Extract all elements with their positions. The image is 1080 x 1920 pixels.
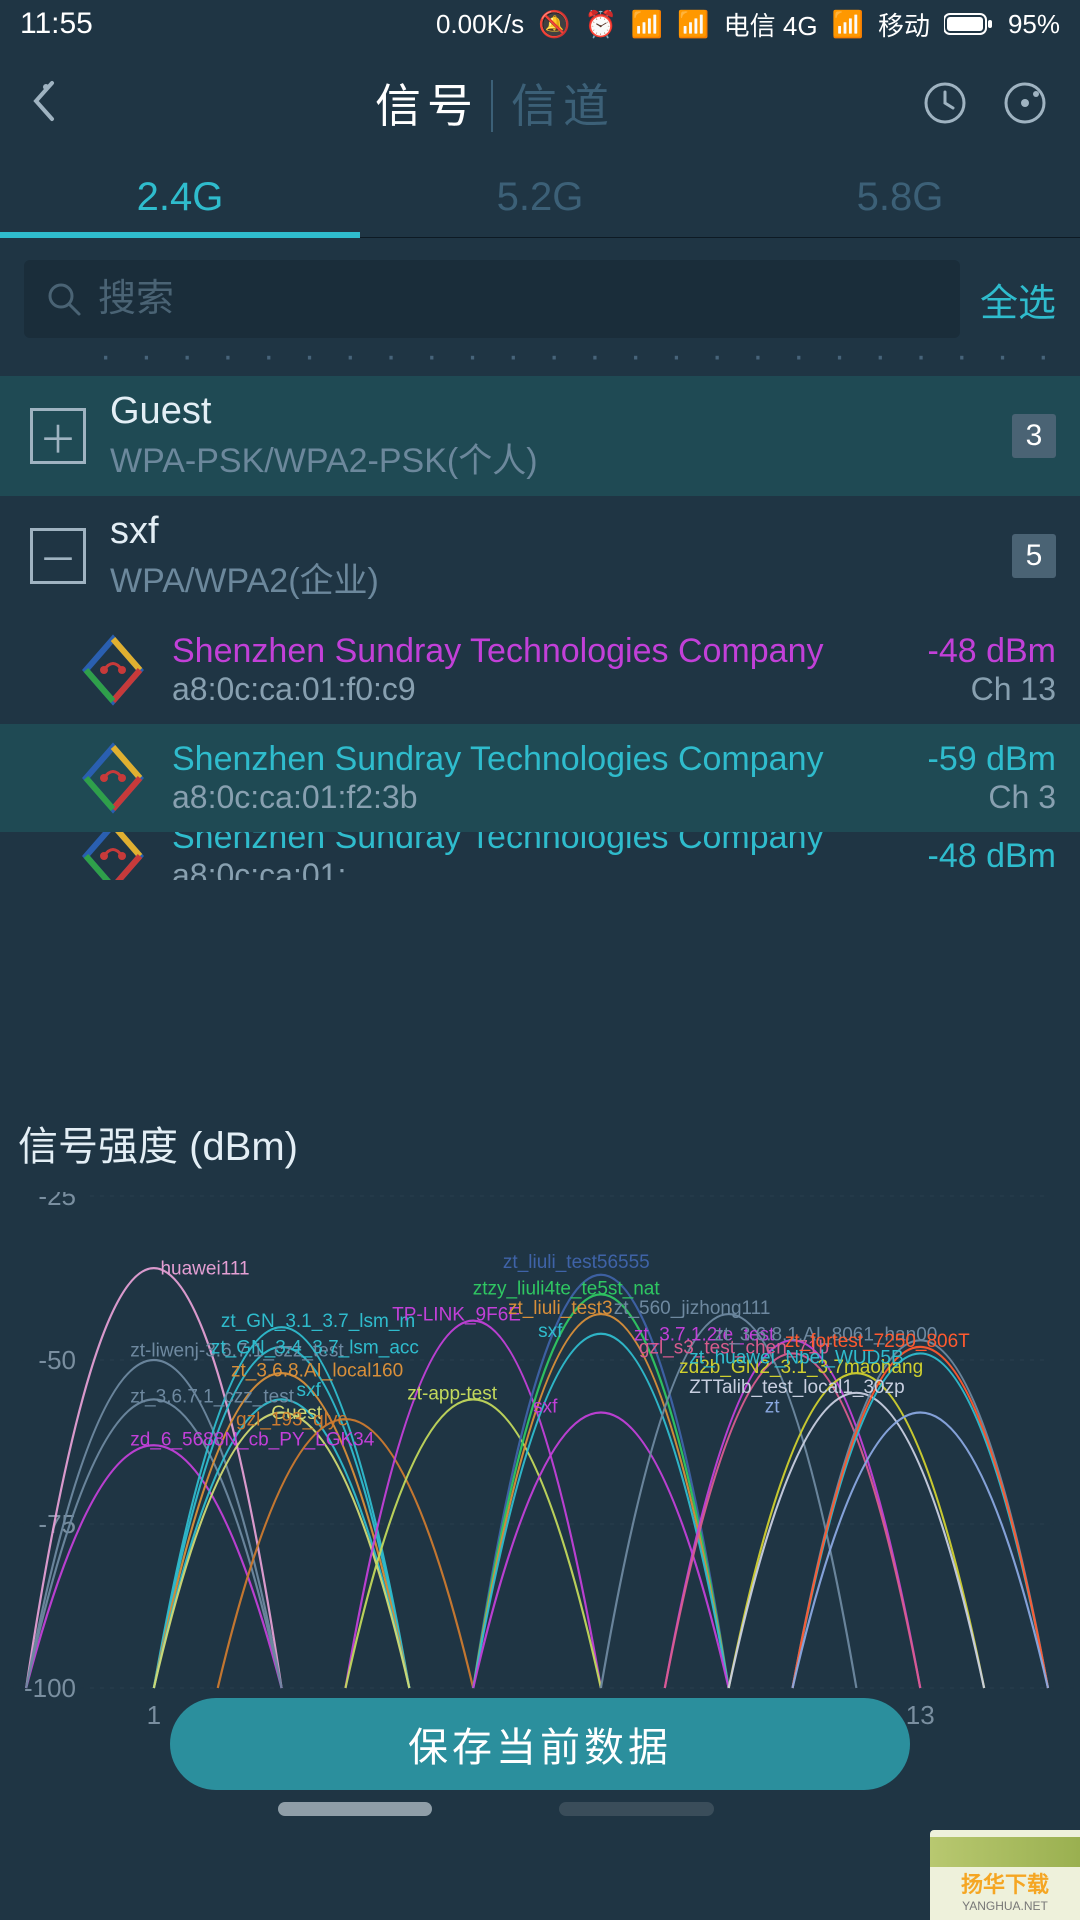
svg-text:-50: -50 — [38, 1345, 76, 1375]
status-time: 11:55 — [20, 7, 93, 41]
svg-text:zt: zt — [765, 1396, 781, 1417]
tab-2-4g[interactable]: 2.4G — [0, 158, 360, 237]
status-bar: 11:55 0.00K/s 🔕 ⏰ 📶 📶 电信 4G 📶 移动 95% — [0, 0, 1080, 48]
ap-name: Shenzhen Sundray Technologies Company — [172, 832, 906, 857]
channel-slider[interactable] — [123, 1802, 1032, 1816]
group-count-badge: 3 — [1012, 414, 1056, 458]
svg-text:sxf: sxf — [296, 1380, 321, 1401]
ap-signal: -48 dBm — [928, 632, 1057, 671]
expand-icon[interactable]: ＋ — [30, 408, 86, 464]
wifi-icon: 📶 — [631, 9, 663, 40]
svg-text:ztzy_liuli4te_te5st_nat: ztzy_liuli4te_te5st_nat — [473, 1278, 661, 1299]
header: 信号信道 — [0, 48, 1080, 158]
signal-chart[interactable]: -25-50-75-10012345678910111213huawei111z… — [18, 1192, 1062, 1782]
signal-icon-2: 📶 — [832, 9, 864, 40]
ap-row[interactable]: Shenzhen Sundray Technologies Company a8… — [0, 724, 1080, 832]
carrier-2: 移动 — [878, 6, 930, 43]
group-count-badge: 5 — [1012, 534, 1056, 578]
svg-text:-100: -100 — [24, 1673, 76, 1703]
group-row-guest[interactable]: ＋ Guest WPA-PSK/WPA2-PSK(个人) 3 — [0, 376, 1080, 496]
battery-icon — [944, 12, 994, 36]
svg-text:sxf: sxf — [533, 1396, 558, 1417]
group-name: Guest — [110, 390, 988, 433]
svg-text:zt-app-test: zt-app-test — [407, 1383, 497, 1404]
svg-text:zt_3.6.7.1_czz_test: zt_3.6.7.1_czz_test — [130, 1387, 294, 1408]
svg-text:huawei111: huawei111 — [160, 1259, 249, 1280]
battery-pct: 95% — [1008, 9, 1060, 40]
vendor-icon — [76, 741, 150, 815]
search-icon — [46, 281, 82, 317]
group-row-sxf[interactable]: － sxf WPA/WPA2(企业) 5 — [0, 496, 1080, 616]
ap-mac: a8:0c:ca:01:f2:3b — [172, 779, 906, 816]
group-security: WPA/WPA2(企业) — [110, 553, 988, 602]
ap-mac: a8:0c:ca:01:... — [172, 857, 906, 880]
svg-text:ZTTalib_test_local1_30zp: ZTTalib_test_local1_30zp — [689, 1377, 904, 1398]
svg-text:TP-LINK_9F6E: TP-LINK_9F6E — [392, 1305, 521, 1326]
partial-row: · · · · · · · · · · · · · · · · · · · · … — [0, 354, 1080, 376]
ap-channel: Ch 13 — [928, 671, 1057, 708]
history-icon[interactable] — [920, 78, 970, 128]
svg-text:13: 13 — [906, 1700, 935, 1730]
page-title: 信号 — [375, 80, 479, 132]
slider-handle-2[interactable] — [559, 1802, 714, 1816]
carrier-1: 电信 4G — [724, 6, 818, 43]
mute-icon: 🔕 — [538, 9, 570, 40]
settings-icon[interactable] — [1000, 78, 1050, 128]
svg-text:zt_liuli_test3: zt_liuli_test3 — [508, 1298, 613, 1319]
vendor-icon — [76, 633, 150, 707]
network-list[interactable]: · · · · · · · · · · · · · · · · · · · · … — [0, 354, 1080, 1084]
collapse-icon[interactable]: － — [30, 528, 86, 584]
status-speed: 0.00K/s — [436, 9, 524, 40]
group-security: WPA-PSK/WPA2-PSK(个人) — [110, 433, 988, 482]
ap-signal: -59 dBm — [928, 740, 1057, 779]
svg-text:zt_3.6.8.AI_local160: zt_3.6.8.AI_local160 — [231, 1360, 403, 1381]
svg-text:sxf: sxf — [538, 1321, 563, 1342]
tab-5-2g[interactable]: 5.2G — [360, 158, 720, 237]
svg-text:zt_fortest_7250_806T: zt_fortest_7250_806T — [785, 1331, 970, 1352]
ap-channel: Ch 3 — [928, 779, 1057, 816]
group-name: sxf — [110, 510, 988, 553]
vendor-icon — [76, 832, 150, 880]
save-button[interactable]: 保存当前数据 — [170, 1698, 910, 1790]
svg-text:zt_liuli_test56555: zt_liuli_test56555 — [503, 1252, 650, 1273]
select-all-button[interactable]: 全选 — [980, 272, 1056, 327]
svg-text:gzl_193_qlye: gzl_193_qlye — [236, 1410, 348, 1431]
watermark: 扬华下载 YANGHUA.NET — [930, 1830, 1080, 1920]
search-input[interactable] — [98, 278, 938, 321]
alarm-icon: ⏰ — [585, 9, 617, 40]
ap-name: Shenzhen Sundray Technologies Company — [172, 740, 906, 779]
svg-text:1: 1 — [147, 1700, 161, 1730]
svg-text:-25: -25 — [38, 1192, 76, 1211]
svg-text:zd_6_5688N_cb_PY_LGK34: zd_6_5688N_cb_PY_LGK34 — [130, 1429, 374, 1450]
slider-handle-1[interactable] — [278, 1802, 433, 1816]
chart-area: 信号强度 (dBm) -25-50-75-1001234567891011121… — [0, 1084, 1080, 1782]
ap-mac: a8:0c:ca:01:f0:c9 — [172, 671, 906, 708]
svg-text:zt_560_jizhong111: zt_560_jizhong111 — [614, 1298, 771, 1319]
search-row: 全选 — [0, 238, 1080, 354]
back-button[interactable] — [30, 79, 70, 128]
band-tabs: 2.4G 5.2G 5.8G — [0, 158, 1080, 238]
page-subtitle[interactable]: 信道 — [491, 80, 615, 132]
chart-title: 信号强度 (dBm) — [18, 1114, 1062, 1172]
signal-icon-1: 📶 — [677, 9, 709, 40]
svg-text:zt_GN_3.1_3.7_lsm_m: zt_GN_3.1_3.7_lsm_m — [221, 1311, 415, 1332]
ap-row[interactable]: Shenzhen Sundray Technologies Company a8… — [0, 616, 1080, 724]
search-box[interactable] — [24, 260, 960, 338]
ap-row[interactable]: Shenzhen Sundray Technologies Company a8… — [0, 832, 1080, 880]
tab-5-8g[interactable]: 5.8G — [720, 158, 1080, 237]
ap-signal: -48 dBm — [928, 837, 1057, 876]
svg-text:zt_GN_3.4_3.7_lsm_acc: zt_GN_3.4_3.7_lsm_acc — [211, 1337, 419, 1358]
ap-name: Shenzhen Sundray Technologies Company — [172, 632, 906, 671]
